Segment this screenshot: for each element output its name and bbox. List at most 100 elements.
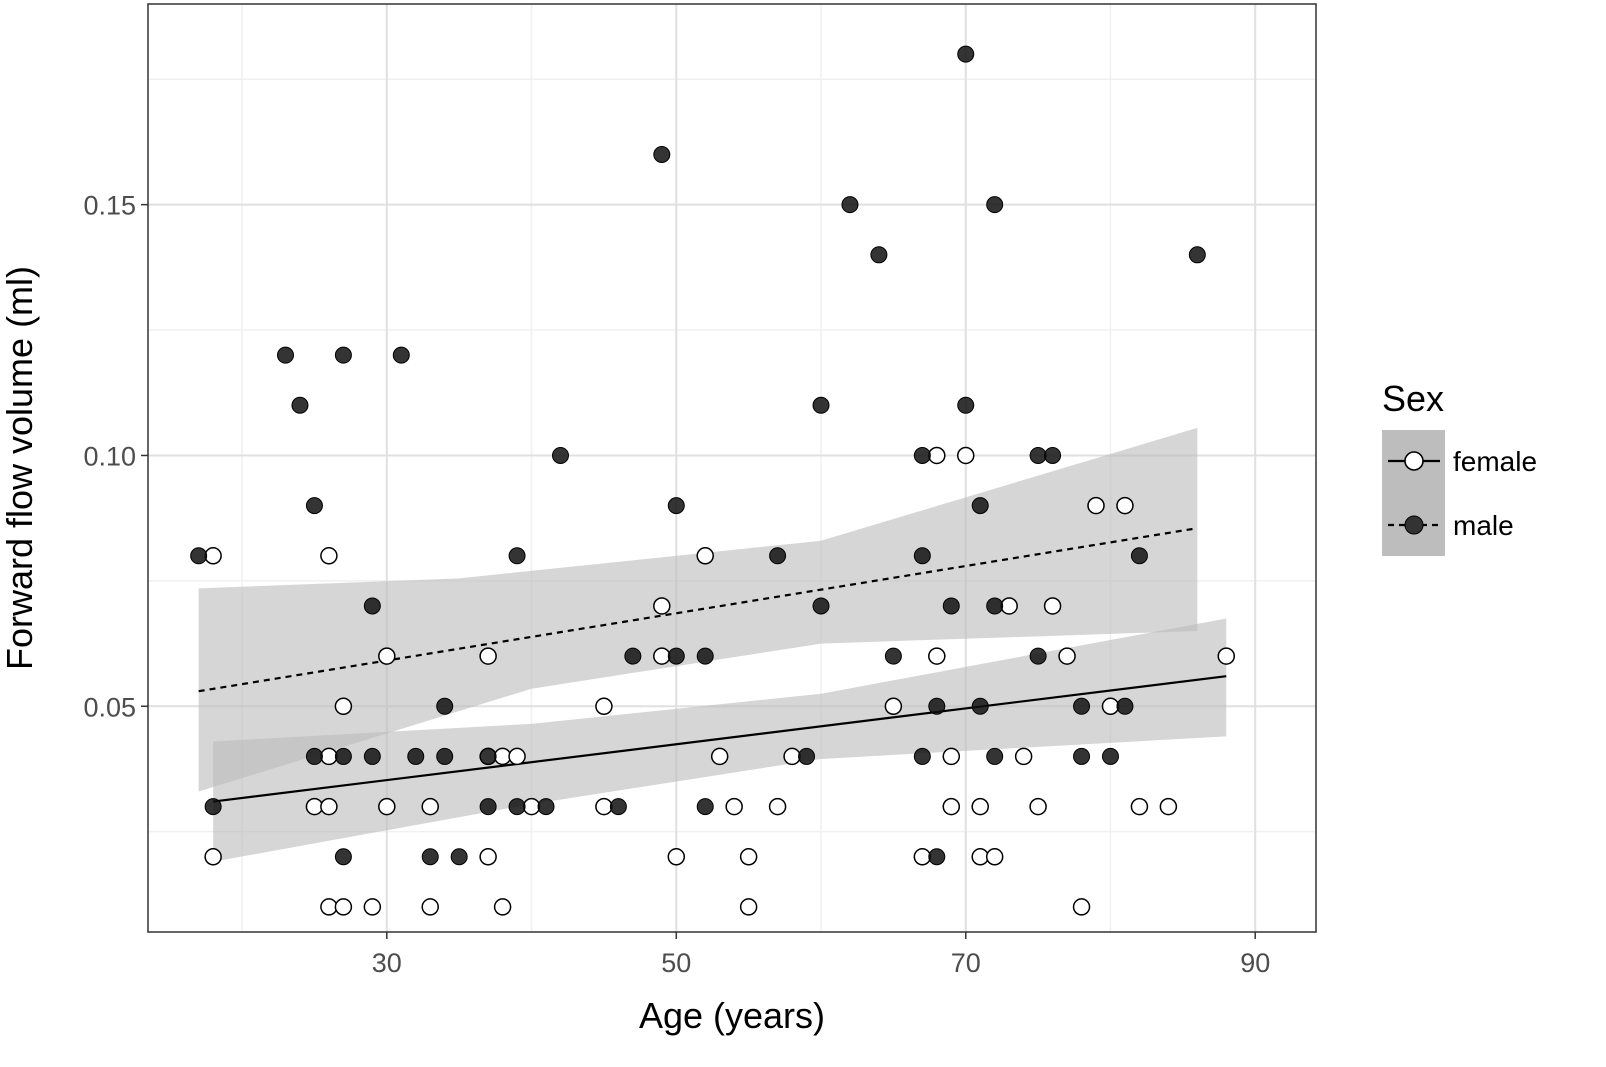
- male-point: [1029, 446, 1047, 464]
- female-point: [204, 547, 222, 565]
- female-trend-line: [212, 675, 1227, 803]
- female-point: [493, 898, 512, 916]
- female-point: [956, 446, 975, 465]
- female-point: [1116, 496, 1134, 515]
- female-point: [768, 797, 787, 816]
- x-tick-label: 90: [1240, 948, 1270, 978]
- male-point: [769, 547, 787, 565]
- y-tick-label: 0.15: [83, 191, 136, 221]
- trend-lines: [198, 527, 1227, 803]
- female-point: [320, 747, 338, 766]
- male-point: [1073, 747, 1091, 765]
- female-point: [913, 848, 932, 866]
- female-point: [942, 747, 961, 766]
- female-point: [783, 747, 801, 766]
- male-point: [942, 597, 960, 615]
- male-point: [334, 747, 352, 765]
- male-point: [436, 697, 454, 715]
- panel-border: [147, 3, 1317, 933]
- female-point: [595, 797, 613, 816]
- male-point: [986, 196, 1004, 214]
- y-tick-label: 0.10: [83, 441, 136, 471]
- male-point: [884, 647, 902, 665]
- male-point: [653, 145, 671, 163]
- male-point: [479, 747, 497, 765]
- male-point: [667, 647, 685, 665]
- female-point: [378, 647, 396, 665]
- female-point: [320, 898, 338, 916]
- legend-key-male-marker: [1404, 515, 1424, 535]
- female-point: [928, 647, 946, 665]
- female-point: [985, 848, 1004, 866]
- male-point: [508, 798, 526, 816]
- male-point: [957, 45, 975, 63]
- male-point: [667, 497, 685, 515]
- male-point: [986, 597, 1004, 615]
- female-point: [971, 797, 989, 816]
- male-point: [305, 497, 323, 515]
- male-point: [696, 798, 714, 816]
- male-point: [1101, 747, 1119, 765]
- female-point: [1043, 597, 1062, 615]
- male-point: [436, 747, 454, 765]
- male-point: [1073, 697, 1091, 715]
- female-point: [320, 547, 338, 565]
- female-point: [1159, 797, 1178, 816]
- male-point: [971, 697, 989, 715]
- male-trend-line: [198, 527, 1198, 693]
- female-point: [710, 747, 729, 766]
- female-point: [508, 747, 526, 766]
- female-point: [493, 747, 512, 766]
- male-point: [1188, 246, 1206, 264]
- female-point: [884, 697, 903, 716]
- male-point: [407, 747, 425, 765]
- male-point: [841, 196, 859, 214]
- female-point: [942, 797, 961, 816]
- male-point: [913, 547, 931, 565]
- male-point: [812, 597, 830, 615]
- male-point: [204, 798, 222, 816]
- axis-tick-labels: 30 50 70 90 0.05 0.10 0.15: [83, 191, 1270, 978]
- male-point: [508, 547, 526, 565]
- male-point: [363, 747, 381, 765]
- female-point: [696, 547, 714, 565]
- female-point: [1072, 898, 1091, 916]
- male-point: [363, 597, 381, 615]
- male-point: [551, 446, 569, 464]
- male-point: [1130, 547, 1148, 565]
- female-point: [725, 797, 743, 816]
- female-point: [1087, 496, 1105, 515]
- female-point: [479, 848, 497, 866]
- female-point: [320, 797, 338, 816]
- female-point: [1101, 697, 1120, 716]
- female-point: [305, 797, 324, 816]
- female-point: [1130, 797, 1149, 816]
- legend-key-female-marker: [1404, 451, 1424, 471]
- female-point: [204, 848, 222, 866]
- male-point: [334, 848, 352, 866]
- female-point: [334, 898, 353, 916]
- male-point: [1044, 446, 1062, 464]
- male-point: [971, 497, 989, 515]
- male-point: [870, 246, 888, 264]
- female-point: [522, 797, 541, 816]
- female-point: [421, 898, 439, 916]
- y-tick-label: 0.05: [83, 692, 136, 722]
- male-point: [450, 848, 468, 866]
- male-point: [305, 747, 323, 765]
- male-point: [479, 798, 497, 816]
- x-tick-label: 50: [661, 948, 691, 978]
- female-point: [1000, 597, 1018, 615]
- male-point: [696, 647, 714, 665]
- female-point: [378, 797, 396, 816]
- male-point: [276, 346, 294, 364]
- legend-label-female: female: [1453, 446, 1537, 477]
- male-point: [624, 647, 642, 665]
- female-point: [595, 697, 613, 716]
- female-point: [739, 848, 758, 866]
- x-tick-label: 70: [951, 948, 981, 978]
- male-point: [913, 446, 931, 464]
- female-point: [363, 898, 382, 916]
- male-point: [392, 346, 410, 364]
